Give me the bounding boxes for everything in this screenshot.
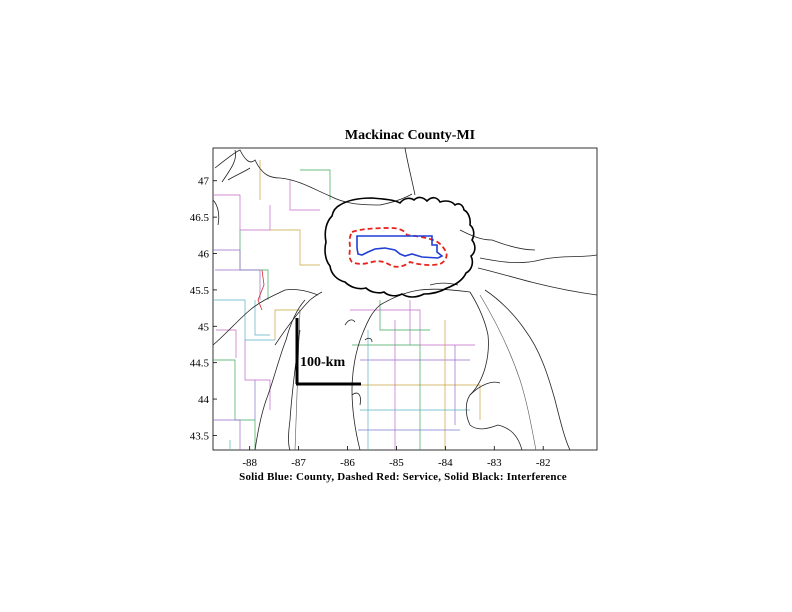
y-tick-label: 45.5: [190, 285, 210, 297]
scale-bar-label: 100-km: [300, 355, 345, 370]
x-tick-label: -82: [536, 457, 551, 469]
x-tick-label: -88: [242, 457, 257, 469]
x-tick-label: -83: [487, 457, 502, 469]
y-tick-label: 44: [198, 394, 210, 406]
x-tick-label: -87: [291, 457, 306, 469]
y-tick-label: 44.5: [190, 358, 210, 370]
y-tick-label: 47: [198, 176, 210, 188]
map-title: Mackinac County-MI: [345, 128, 475, 143]
y-tick-label: 46: [198, 249, 210, 261]
map-caption: Solid Blue: County, Dashed Red: Service,…: [239, 471, 567, 483]
x-tick-label: -85: [389, 457, 404, 469]
y-tick-label: 46.5: [190, 212, 210, 224]
plot-frame: [213, 148, 597, 450]
x-tick-label: -84: [438, 457, 453, 469]
y-tick-label: 43.5: [190, 430, 210, 442]
y-tick-label: 45: [198, 321, 210, 333]
x-tick-label: -86: [340, 457, 355, 469]
